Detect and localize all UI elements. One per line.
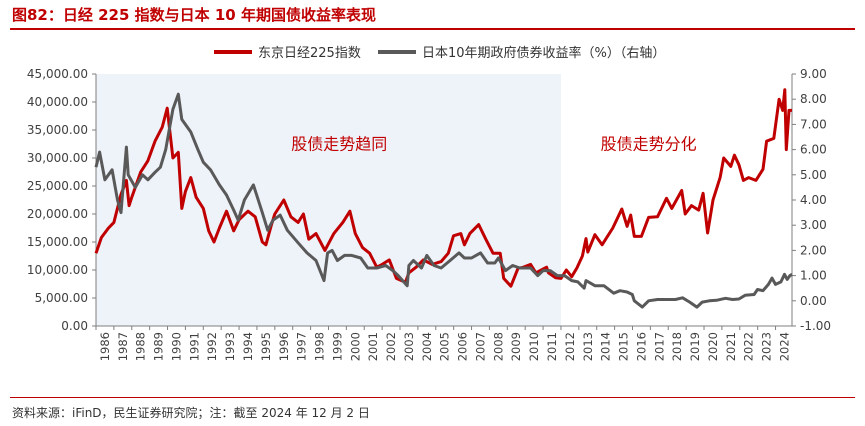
- annotations: 股债走势趋同 股债走势分化: [291, 135, 696, 154]
- x-tick-label: 2012: [563, 332, 577, 361]
- y-left-tick-label: 25,000.00: [27, 179, 88, 193]
- y-left-tick-label: 40,000.00: [27, 95, 88, 109]
- jgb-10y-yield-line: [94, 92, 793, 309]
- x-tick-label: 2010: [527, 332, 541, 361]
- y-left-tick-label: 35,000.00: [27, 123, 88, 137]
- x-tick-label: 1991: [187, 332, 201, 361]
- y-right-tick-label: 1.00: [800, 269, 827, 283]
- x-tick-label: 1993: [223, 332, 237, 361]
- y-right-tick-label: 6.00: [800, 143, 827, 157]
- axes: 0.00 5,000.00 10,000.00 15,000.00 20,000.00 2…: [27, 67, 831, 361]
- x-tick-label: 2004: [420, 332, 434, 361]
- x-tick-label: 2009: [509, 332, 523, 361]
- y-right-tick-label: 4.00: [800, 193, 827, 207]
- x-tick-label: 1994: [241, 332, 255, 361]
- x-tick-label: 1987: [116, 332, 130, 361]
- x-tick-label: 2014: [599, 332, 613, 361]
- x-tick-label: 1986: [98, 332, 112, 361]
- convergence-period-shade: [96, 74, 561, 326]
- x-tick-label: 1995: [259, 332, 273, 361]
- x-tick-label: 2005: [438, 332, 452, 361]
- chart: 0.00 5,000.00 10,000.00 15,000.00 20,000.00 2…: [27, 45, 831, 361]
- x-tick-label: 2019: [688, 332, 702, 361]
- figure-title: 图82：日经 225 指数与日本 10 年期国债收益率表现: [12, 6, 376, 24]
- x-tick-label: 2016: [634, 332, 648, 361]
- x-tick-label: 2018: [670, 332, 684, 361]
- x-tick-label: 2003: [402, 332, 416, 361]
- y-left-tick-label: 15,000.00: [27, 235, 88, 249]
- x-tick-label: 2011: [545, 332, 559, 361]
- y-right-tick-label: 9.00: [800, 67, 827, 81]
- title-rule: [10, 28, 855, 30]
- x-tick-label: 2008: [491, 332, 505, 361]
- y-right-tick-label: -1.00: [800, 319, 831, 333]
- x-tick-label: 2006: [456, 332, 470, 361]
- x-tick-label: 2022: [742, 332, 756, 361]
- x-tick-label: 1990: [169, 332, 183, 361]
- x-tick-label: 1988: [134, 332, 148, 361]
- x-tick-label: 1989: [152, 332, 166, 361]
- annotation-convergence: 股债走势趋同: [291, 135, 387, 154]
- legend: 东京日经225指数 日本10年期政府债券收益率（%）（右轴）: [214, 45, 665, 61]
- series-layer: [94, 88, 793, 309]
- x-tick-label: 2002: [384, 332, 398, 361]
- y-right-tick-label: 5.00: [800, 168, 827, 182]
- y-left-tick-label: 30,000.00: [27, 151, 88, 165]
- legend-jgb-label: 日本10年期政府债券收益率（%）（右轴）: [422, 45, 665, 61]
- x-tick-label: 2000: [348, 332, 362, 361]
- legend-nikkei-label: 东京日经225指数: [258, 46, 361, 61]
- x-tick-label: 2021: [724, 332, 738, 361]
- x-tick-label: 2001: [366, 332, 380, 361]
- y-left-tick-label: 45,000.00: [27, 67, 88, 81]
- y-right-tick-label: 3.00: [800, 218, 827, 232]
- x-tick-label: 2015: [617, 332, 631, 361]
- x-tick-label: 1998: [313, 332, 327, 361]
- annotation-divergence: 股债走势分化: [601, 135, 697, 154]
- x-tick-label: 1997: [295, 332, 309, 361]
- y-right-tick-label: 8.00: [800, 92, 827, 106]
- y-right-tick-label: 7.00: [800, 117, 827, 131]
- y-right-tick-label: 2.00: [800, 243, 827, 257]
- footer-rule: [10, 397, 855, 398]
- x-tick-label: 1992: [205, 332, 219, 361]
- nikkei-225-line: [94, 88, 792, 288]
- y-right-tick-label: 0.00: [800, 294, 827, 308]
- y-left-tick-label: 5,000.00: [35, 291, 88, 305]
- x-tick-label: 2024: [777, 332, 791, 361]
- y-left-tick-label: 10,000.00: [27, 263, 88, 277]
- x-tick-label: 2017: [652, 332, 666, 361]
- x-tick-label: 2023: [760, 332, 774, 361]
- x-tick-label: 2020: [706, 332, 720, 361]
- source-note: 资料来源：iFinD，民生证券研究院；注：截至 2024 年 12 月 2 日: [12, 406, 370, 420]
- y-left-tick-label: 0.00: [61, 319, 88, 333]
- x-tick-label: 1996: [277, 332, 291, 361]
- x-tick-label: 1999: [330, 332, 344, 361]
- x-tick-label: 2013: [581, 332, 595, 361]
- y-left-tick-label: 20,000.00: [27, 207, 88, 221]
- x-tick-label: 2007: [473, 332, 487, 361]
